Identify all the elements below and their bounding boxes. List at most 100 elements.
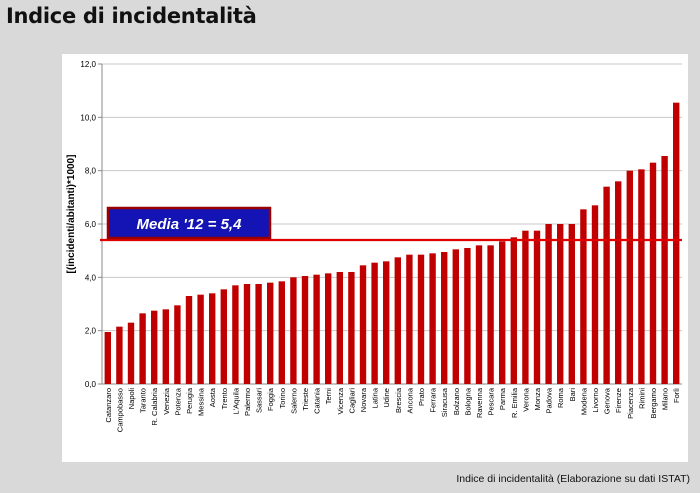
x-tick-label: R. Emilia <box>510 387 519 418</box>
bar <box>220 289 227 384</box>
source-caption: Indice di incidentalità (Elaborazione su… <box>456 473 690 485</box>
x-tick-label: Bolzano <box>452 388 461 415</box>
average-line-group: Media '12 = 5,4 <box>100 206 682 242</box>
x-tick-label: Terni <box>324 388 333 405</box>
x-tick-label: Foggia <box>266 387 275 411</box>
x-tick-label: Roma <box>556 387 565 408</box>
bar <box>162 309 169 384</box>
average-label: Media '12 = 5,4 <box>137 216 243 233</box>
bar <box>394 257 401 384</box>
x-tick-label: Brescia <box>394 387 403 413</box>
bar <box>522 230 529 384</box>
bar <box>591 205 599 384</box>
x-tick-label: Forlì <box>672 388 681 403</box>
bar <box>499 241 506 384</box>
x-tick-label: Sassari <box>255 388 264 413</box>
x-tick-label: Palermo <box>243 388 252 416</box>
bar <box>475 245 483 384</box>
bar <box>174 305 181 384</box>
x-tick-label: Rimini <box>637 388 646 409</box>
x-tick-label: Potenza <box>173 387 182 415</box>
bar <box>626 170 633 384</box>
x-tick-label: Pescara <box>487 387 496 415</box>
x-tick-label: Bergamo <box>649 388 658 418</box>
x-tick-label: Torino <box>278 388 287 408</box>
x-tick-label: Latina <box>371 387 380 408</box>
y-tick-label: 12,0 <box>80 60 96 69</box>
x-tick-label: Taranto <box>139 388 148 413</box>
x-tick-label: Modena <box>579 387 588 415</box>
bar <box>429 253 436 384</box>
x-tick-label: Monza <box>533 387 542 410</box>
x-tick-label: R. Calabria <box>150 387 159 425</box>
bar <box>232 285 239 384</box>
x-tick-label: Verona <box>521 387 530 412</box>
bar <box>452 249 459 384</box>
chart-panel: 0,0 2,0 4,0 6,0 8,0 10,0 12,0 Catanzaro Campoba… <box>62 54 688 462</box>
bar <box>661 156 668 384</box>
bar <box>278 281 285 384</box>
x-tick-label: Firenze <box>614 388 623 413</box>
bar <box>197 294 204 384</box>
x-tick-label: Prato <box>417 388 426 406</box>
x-tick-label: Cagliari <box>347 388 356 414</box>
bar <box>127 322 135 384</box>
category-labels: Catanzaro Campobasso Napoli Taranto R. Calab… <box>104 387 681 432</box>
x-tick-label: Genova <box>603 387 612 414</box>
bar <box>568 224 575 384</box>
y-tick-label: 0,0 <box>85 380 97 389</box>
x-tick-label: Napoli <box>127 388 136 410</box>
x-tick-label: Parma <box>498 387 507 410</box>
bar <box>104 332 111 384</box>
bar <box>383 261 390 384</box>
bar <box>441 252 448 384</box>
x-tick-label: Piacenza <box>626 387 635 419</box>
bar <box>510 237 517 384</box>
bar <box>638 169 645 384</box>
y-tick-label: 2,0 <box>85 327 97 336</box>
x-tick-label: Udine <box>382 388 391 408</box>
x-tick-label: Novara <box>359 387 368 412</box>
bar <box>243 284 251 384</box>
x-tick-label: Ancona <box>405 387 414 413</box>
bars <box>104 102 680 384</box>
y-tick-label: 4,0 <box>85 273 97 282</box>
bar <box>580 209 587 384</box>
bar <box>673 102 680 384</box>
x-tick-label: Salerno <box>289 388 298 414</box>
x-tick-label: Padova <box>545 387 554 413</box>
bar <box>348 272 355 384</box>
bar <box>487 245 494 384</box>
x-tick-label: Venezia <box>162 387 171 415</box>
x-tick-label: Milano <box>661 388 670 410</box>
bar-chart: 0,0 2,0 4,0 6,0 8,0 10,0 12,0 Catanzaro Campoba… <box>66 60 682 432</box>
bar <box>290 277 297 384</box>
x-tick-label: Perugia <box>185 387 194 414</box>
bar <box>371 262 378 384</box>
y-axis-label: [(incidenti/abitanti)*1000] <box>66 155 77 274</box>
x-tick-label: Siracusa <box>440 387 449 417</box>
x-tick-label: Ravenna <box>475 387 484 418</box>
bar <box>359 265 367 384</box>
y-tick-label: 6,0 <box>85 220 97 229</box>
x-tick-label: Bologna <box>463 387 472 415</box>
bar <box>464 248 471 384</box>
slide-title: Indice di incidentalità <box>6 4 257 28</box>
bar <box>301 276 309 384</box>
x-tick-label: Campobasso <box>115 388 124 432</box>
bar <box>139 313 146 384</box>
bar <box>116 326 123 384</box>
bar <box>267 282 274 384</box>
bar <box>533 230 541 384</box>
x-tick-label: Messina <box>197 387 206 416</box>
x-tick-label: Catanzaro <box>104 388 113 423</box>
x-tick-label: Livorno <box>591 388 600 413</box>
bar <box>325 273 332 384</box>
bar <box>603 186 610 384</box>
bar <box>649 162 657 384</box>
bar <box>406 254 413 384</box>
bar <box>336 272 343 384</box>
x-tick-label: Aosta <box>208 387 217 407</box>
bar <box>209 293 216 384</box>
bar <box>615 181 622 384</box>
